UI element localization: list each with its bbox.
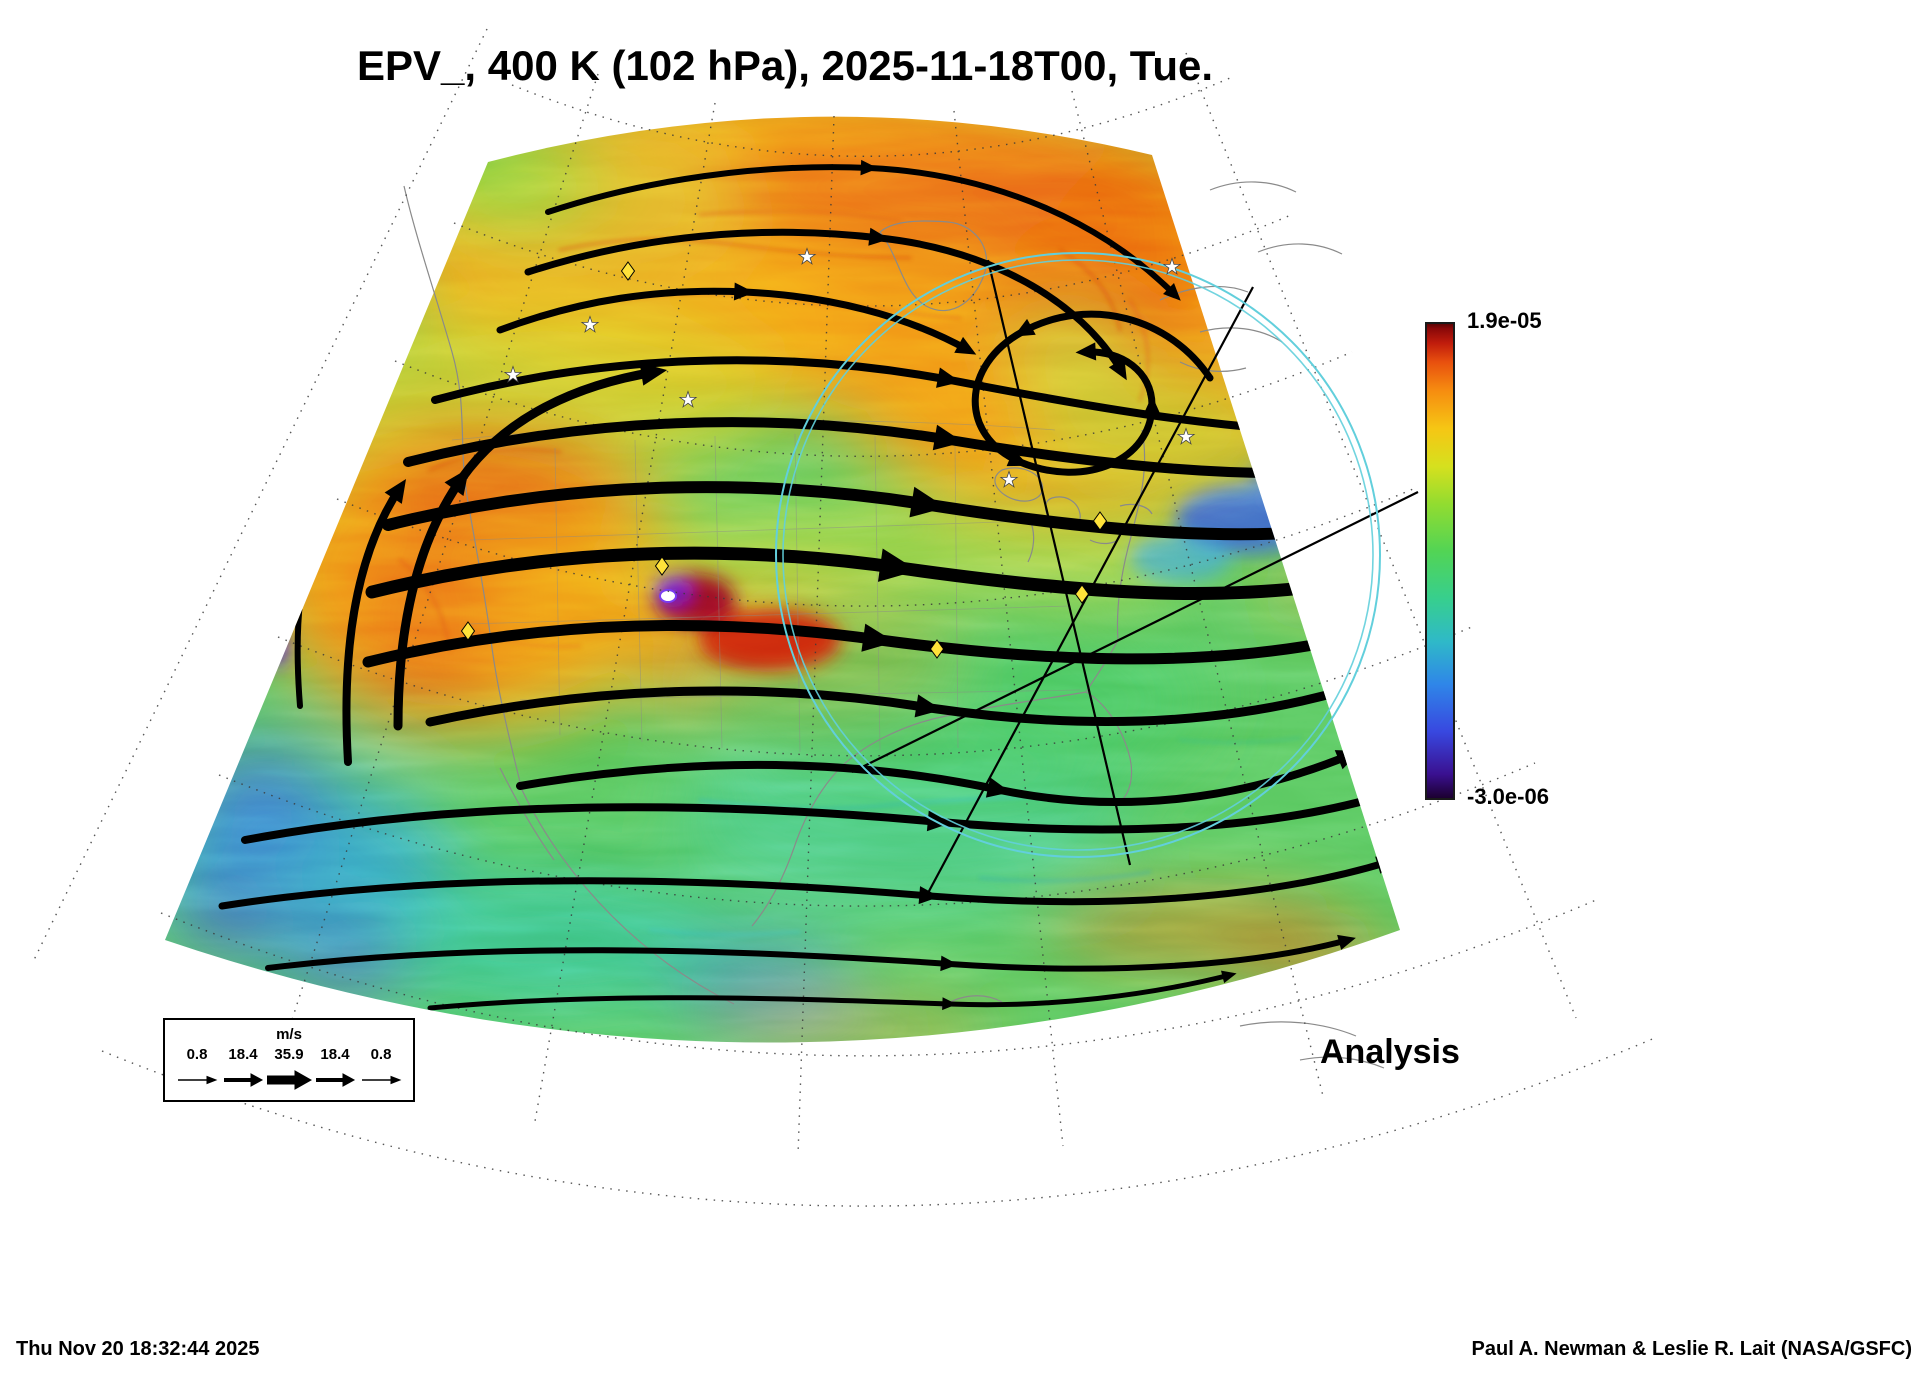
streamline	[241, 788, 1396, 844]
streamline	[427, 970, 1237, 1011]
wind-scale-value: 0.8	[370, 1046, 392, 1063]
colorbar-min-label: -3.0e-06	[1467, 784, 1549, 809]
colorbar-max-label: 1.9e-05	[1467, 308, 1542, 333]
streamline	[218, 856, 1398, 910]
streamline	[393, 362, 668, 731]
wind-scale-units: m/s	[276, 1026, 302, 1043]
wind-streamlines	[218, 159, 1398, 1011]
range-circle	[775, 252, 1381, 858]
wind-scale-value: 35.9	[274, 1046, 304, 1063]
colorbar-gradient	[1425, 322, 1455, 800]
chart-title: EPV_, 400 K (102 hPa), 2025-11-18T00, Tu…	[356, 42, 1214, 89]
credit: Paul A. Newman & Leslie R. Lait (NASA/GS…	[1471, 1338, 1912, 1360]
timestamp: Thu Nov 20 18:32:44 2025	[16, 1338, 260, 1360]
streamline	[265, 934, 1356, 972]
wind-scale-legend: m/s 0.8 18.4 35.9 18.4 0.8	[163, 1018, 415, 1102]
streamline	[342, 478, 407, 766]
streamline	[425, 682, 1357, 727]
wind-scale-value: 18.4	[320, 1046, 350, 1063]
epv-field	[165, 116, 1400, 1043]
streamline	[524, 227, 1127, 381]
wind-scale-value: 0.8	[186, 1046, 208, 1063]
streamline	[365, 546, 1378, 601]
cross-section-lines	[851, 259, 1419, 894]
streamline	[362, 619, 1365, 668]
streamline	[496, 282, 977, 355]
analysis-label: Analysis	[1320, 1033, 1460, 1071]
wind-scale-value: 18.4	[228, 1046, 258, 1063]
wind-scale-arrows	[178, 1070, 402, 1090]
wind-scale-values: 0.8 18.4 35.9 18.4 0.8	[174, 1047, 404, 1062]
